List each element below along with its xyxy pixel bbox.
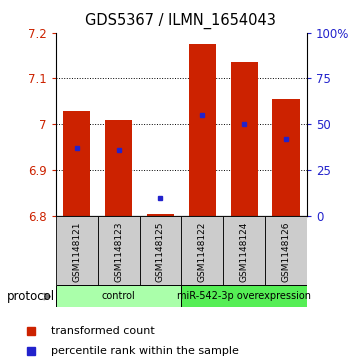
Text: GSM1148124: GSM1148124 <box>240 221 249 282</box>
Text: transformed count: transformed count <box>51 326 154 336</box>
Text: GSM1148123: GSM1148123 <box>114 221 123 282</box>
Bar <box>56 285 181 307</box>
Text: miR-542-3p overexpression: miR-542-3p overexpression <box>177 291 311 301</box>
Bar <box>181 216 223 285</box>
Bar <box>56 216 98 285</box>
Bar <box>147 214 174 216</box>
Text: control: control <box>102 291 135 301</box>
Bar <box>231 62 258 216</box>
Bar <box>181 285 307 307</box>
Text: GSM1148121: GSM1148121 <box>72 221 81 282</box>
Bar <box>272 99 300 216</box>
Text: protocol: protocol <box>7 290 55 303</box>
Bar <box>265 216 307 285</box>
Bar <box>223 216 265 285</box>
Text: GDS5367 / ILMN_1654043: GDS5367 / ILMN_1654043 <box>85 13 276 29</box>
Text: percentile rank within the sample: percentile rank within the sample <box>51 346 238 356</box>
Text: GSM1148125: GSM1148125 <box>156 221 165 282</box>
Text: GSM1148126: GSM1148126 <box>282 221 291 282</box>
Bar <box>140 216 181 285</box>
Bar <box>63 111 91 216</box>
Bar <box>105 120 132 216</box>
Bar <box>189 44 216 216</box>
Text: GSM1148122: GSM1148122 <box>198 221 207 282</box>
Bar <box>98 216 140 285</box>
